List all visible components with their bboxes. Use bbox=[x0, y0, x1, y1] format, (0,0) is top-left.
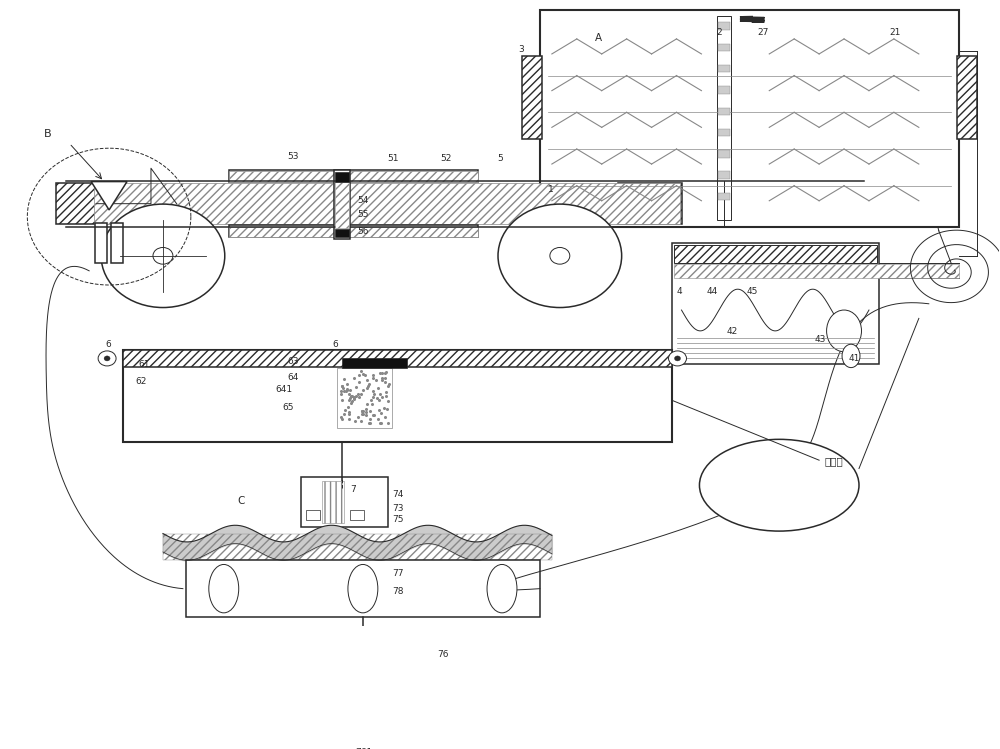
Text: 43: 43 bbox=[814, 335, 826, 344]
Text: 75: 75 bbox=[392, 515, 404, 524]
Bar bbox=[718, 192, 730, 200]
Circle shape bbox=[104, 356, 110, 361]
Bar bbox=[337, 369, 392, 428]
Bar bbox=[56, 184, 96, 224]
Bar bbox=[95, 223, 107, 264]
Bar bbox=[674, 264, 959, 277]
Text: 61: 61 bbox=[138, 360, 150, 369]
Bar bbox=[229, 225, 478, 237]
Text: 73: 73 bbox=[392, 503, 404, 512]
Text: 62: 62 bbox=[135, 377, 146, 386]
Text: 42: 42 bbox=[726, 327, 738, 336]
Bar bbox=[717, 16, 731, 220]
Text: 53: 53 bbox=[288, 151, 299, 160]
Text: A: A bbox=[595, 33, 602, 43]
Text: 6: 6 bbox=[105, 340, 111, 349]
Ellipse shape bbox=[209, 565, 239, 613]
Bar bbox=[123, 350, 672, 367]
Bar bbox=[186, 560, 540, 617]
Text: B: B bbox=[43, 129, 51, 139]
Text: 45: 45 bbox=[746, 287, 758, 296]
Text: 2: 2 bbox=[716, 28, 722, 37]
Bar bbox=[111, 223, 123, 264]
Bar bbox=[342, 359, 407, 369]
Bar bbox=[957, 55, 977, 139]
Text: 21: 21 bbox=[889, 28, 900, 37]
Bar bbox=[672, 243, 879, 364]
Circle shape bbox=[675, 356, 680, 361]
Text: 3: 3 bbox=[518, 45, 524, 54]
Bar bbox=[334, 170, 350, 239]
Circle shape bbox=[550, 247, 570, 264]
Bar bbox=[335, 229, 349, 237]
Text: 52: 52 bbox=[440, 154, 452, 163]
Bar bbox=[94, 184, 680, 224]
Bar bbox=[674, 245, 877, 264]
Text: 6: 6 bbox=[332, 340, 338, 349]
Text: 7: 7 bbox=[350, 485, 356, 494]
Text: 641: 641 bbox=[276, 385, 293, 394]
Bar bbox=[123, 350, 672, 442]
Circle shape bbox=[498, 204, 622, 308]
Bar bbox=[618, 184, 682, 224]
Bar bbox=[718, 86, 730, 94]
Bar bbox=[522, 55, 542, 139]
Ellipse shape bbox=[348, 565, 378, 613]
Bar bbox=[306, 510, 320, 521]
Text: 41: 41 bbox=[849, 354, 860, 363]
Bar bbox=[301, 477, 388, 527]
Text: 54: 54 bbox=[357, 195, 369, 204]
Text: 1: 1 bbox=[548, 185, 554, 194]
Bar bbox=[229, 227, 478, 237]
Ellipse shape bbox=[487, 565, 517, 613]
Bar bbox=[229, 170, 478, 183]
Text: 4: 4 bbox=[677, 287, 682, 296]
Polygon shape bbox=[91, 181, 127, 210]
Text: 63: 63 bbox=[288, 357, 299, 366]
Text: 27: 27 bbox=[757, 28, 769, 37]
Text: 榨油机: 榨油机 bbox=[824, 456, 843, 466]
Text: 55: 55 bbox=[357, 210, 369, 219]
Ellipse shape bbox=[842, 345, 860, 368]
Bar bbox=[322, 481, 344, 523]
Text: 64: 64 bbox=[288, 374, 299, 383]
Circle shape bbox=[98, 351, 116, 366]
Text: 77: 77 bbox=[392, 568, 404, 577]
Circle shape bbox=[153, 247, 173, 264]
Ellipse shape bbox=[699, 440, 859, 531]
Text: 5: 5 bbox=[497, 154, 503, 163]
Bar bbox=[718, 43, 730, 51]
Bar bbox=[163, 533, 552, 560]
Text: 76: 76 bbox=[438, 650, 449, 659]
Circle shape bbox=[101, 204, 225, 308]
Text: 78: 78 bbox=[392, 587, 404, 596]
Circle shape bbox=[669, 351, 686, 366]
Ellipse shape bbox=[827, 310, 861, 352]
Text: 51: 51 bbox=[387, 154, 399, 163]
Bar bbox=[718, 129, 730, 136]
Text: 44: 44 bbox=[706, 287, 718, 296]
Bar bbox=[335, 172, 349, 181]
Bar bbox=[718, 22, 730, 30]
Bar bbox=[718, 150, 730, 157]
Text: 56: 56 bbox=[357, 227, 369, 236]
Bar bbox=[540, 10, 959, 227]
Text: 74: 74 bbox=[392, 490, 404, 500]
Bar bbox=[350, 510, 364, 521]
Bar bbox=[229, 171, 478, 181]
Text: 65: 65 bbox=[283, 404, 294, 413]
Text: 761: 761 bbox=[355, 748, 372, 749]
Bar bbox=[718, 108, 730, 115]
Bar bbox=[718, 172, 730, 179]
Text: C: C bbox=[238, 496, 245, 506]
Bar bbox=[718, 65, 730, 73]
Bar bbox=[335, 183, 349, 228]
